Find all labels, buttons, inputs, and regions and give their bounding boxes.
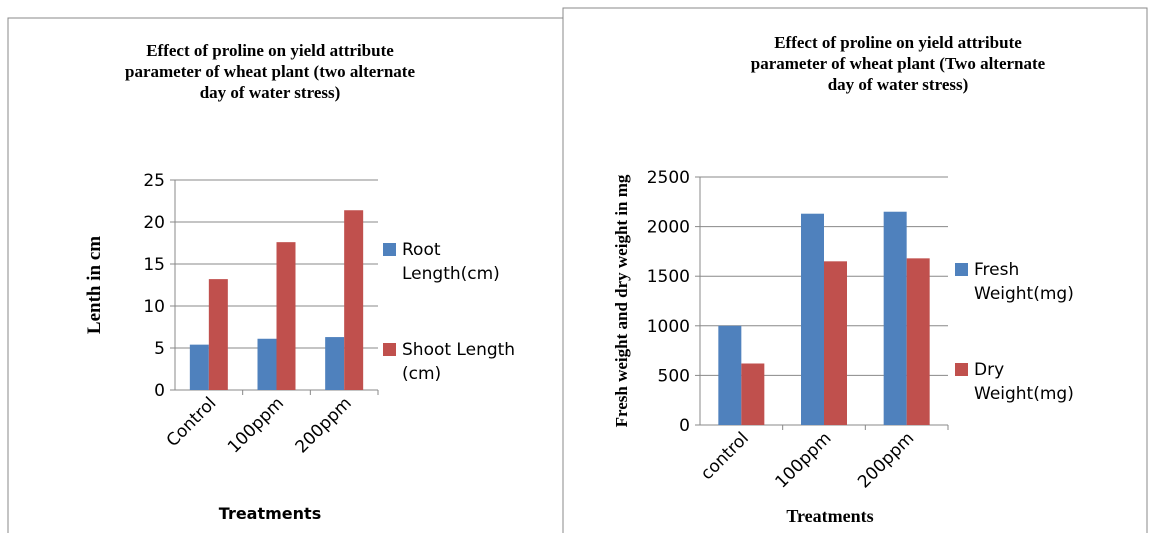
x-tick-label: 100ppm — [224, 393, 288, 457]
x-tick-label: 200ppm — [292, 393, 356, 457]
y-tick-label: 1500 — [647, 267, 690, 287]
y-axis-title: Fresh weight and dry weight in mg — [612, 174, 631, 427]
legend-swatch — [955, 263, 968, 276]
x-tick-label: control — [697, 428, 753, 484]
bar — [824, 261, 847, 425]
bar — [189, 344, 209, 390]
x-axis-title: Treatments — [219, 504, 321, 523]
bar — [801, 213, 824, 425]
bar — [741, 363, 765, 425]
x-axis-title: Treatments — [786, 506, 873, 526]
y-tick-label: 20 — [143, 213, 165, 233]
y-tick-label: 0 — [679, 416, 690, 436]
x-tick-label: 100ppm — [771, 428, 835, 492]
y-tick-label: 500 — [658, 366, 690, 386]
legend-swatch — [383, 243, 396, 256]
legend-item: Root Length(cm) — [383, 238, 518, 286]
legend-swatch — [383, 343, 396, 356]
chart-title: Effect of proline on yield attribute par… — [124, 41, 416, 102]
legend-swatch — [955, 363, 968, 376]
y-tick-label: 5 — [154, 339, 165, 359]
bar — [718, 325, 742, 425]
bar — [325, 337, 345, 390]
legend-label: Shoot Length (cm) — [402, 340, 516, 384]
bar — [257, 338, 277, 390]
legend-item: Dry Weight(mg) — [955, 358, 1090, 406]
x-tick-label: Control — [163, 393, 221, 451]
y-axis-title: Lenth in cm — [84, 236, 105, 334]
bar — [276, 242, 296, 390]
chart-title: Effect of proline on yield attribute par… — [750, 33, 1046, 94]
legend-label: Fresh Weight(mg) — [974, 260, 1074, 304]
y-tick-label: 15 — [143, 255, 165, 275]
y-tick-label: 25 — [143, 171, 165, 191]
legend-item: Fresh Weight(mg) — [955, 258, 1090, 306]
panel-frame — [562, 7, 1148, 533]
y-tick-label: 2500 — [647, 168, 690, 188]
x-tick-label: 200ppm — [854, 428, 918, 492]
y-tick-label: 1000 — [647, 317, 690, 337]
y-tick-label: 0 — [154, 381, 165, 401]
legend-label: Dry Weight(mg) — [974, 360, 1074, 404]
bar — [208, 279, 228, 390]
bar — [344, 210, 364, 390]
bar — [906, 258, 930, 425]
legend-item: Shoot Length (cm) — [383, 338, 518, 386]
bar — [883, 211, 907, 425]
y-tick-label: 2000 — [647, 218, 690, 238]
legend-label: Root Length(cm) — [402, 240, 500, 284]
y-tick-label: 10 — [143, 297, 165, 317]
